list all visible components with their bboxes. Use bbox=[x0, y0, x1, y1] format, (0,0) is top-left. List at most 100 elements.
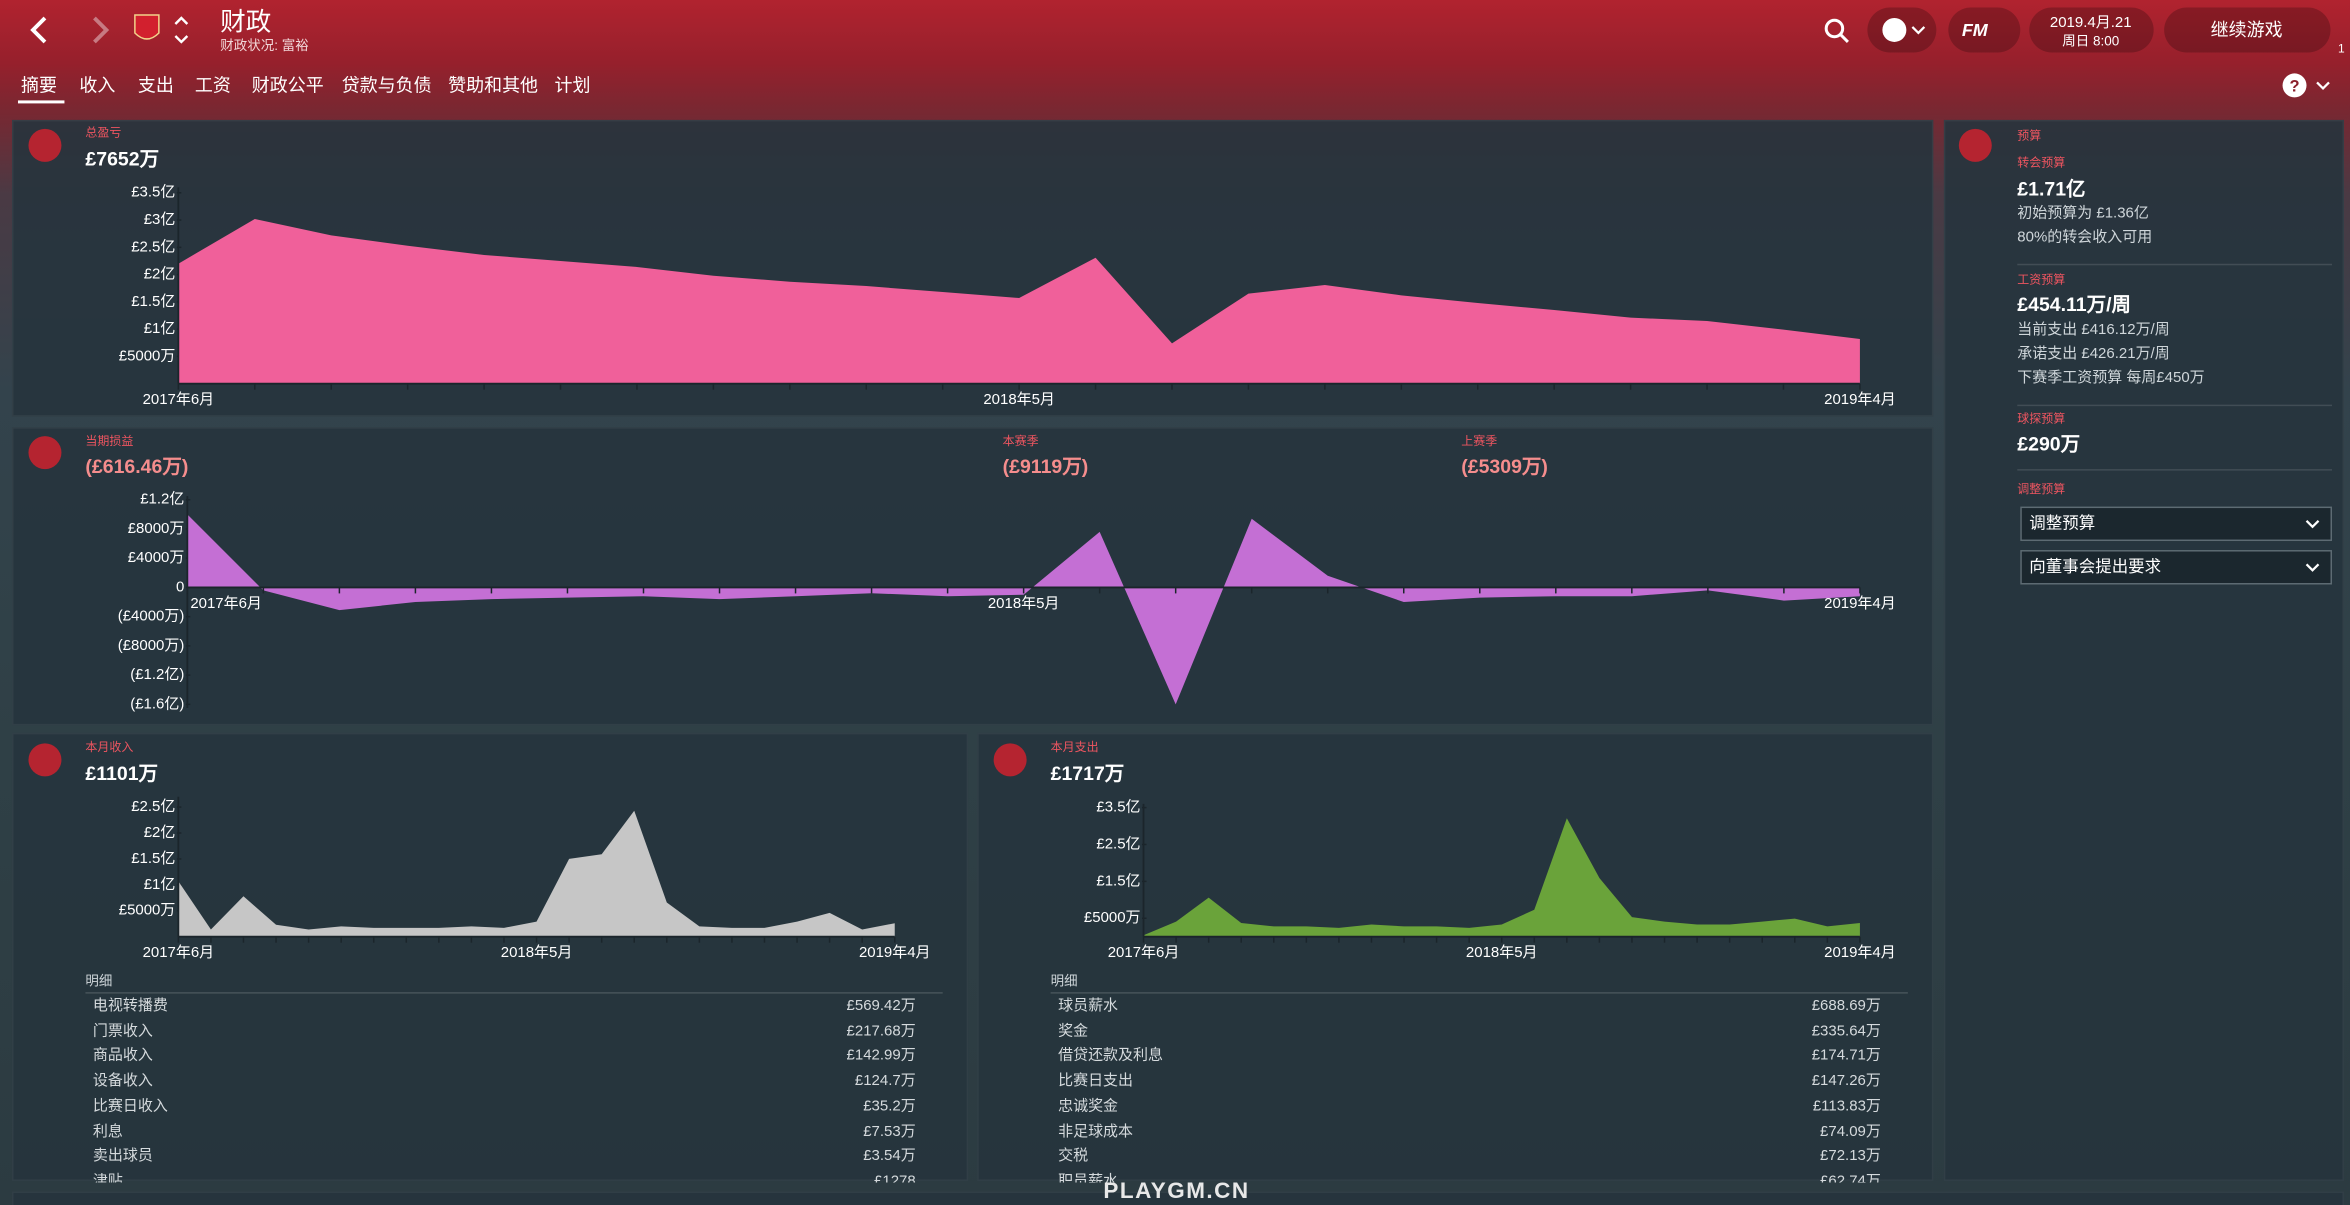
summary-value: (£9119万) bbox=[1002, 454, 1089, 478]
panel-label: 本月支出 bbox=[1050, 740, 1099, 754]
budget-label: 球探预算 bbox=[2017, 412, 2066, 426]
detail-value: £72.13万 bbox=[1820, 1148, 1881, 1165]
tab[interactable]: 工资 bbox=[194, 74, 231, 96]
detail-value: £147.26万 bbox=[1811, 1073, 1881, 1090]
detail-value: £62.74万 bbox=[1820, 1173, 1881, 1183]
expense-icon bbox=[993, 743, 1027, 777]
club-switch[interactable] bbox=[174, 16, 189, 44]
y-tick-label: £3.5亿 bbox=[1096, 799, 1140, 816]
detail-value: £124.7万 bbox=[854, 1073, 916, 1090]
y-tick-label: £4000万 bbox=[128, 549, 185, 566]
details-title: 明细 bbox=[85, 973, 113, 989]
dropdown-chevron bbox=[2305, 520, 2320, 529]
globe-button[interactable] bbox=[1867, 7, 1937, 53]
separator bbox=[2017, 263, 2333, 266]
expense-panel bbox=[977, 732, 1934, 1181]
budget-label: 工资预算 bbox=[2017, 272, 2066, 287]
detail-label: 比赛日支出 bbox=[1058, 1073, 1134, 1090]
tab[interactable]: 赞助和其他 bbox=[448, 74, 539, 96]
budget-note: 承诺支出 £426.21万/周 bbox=[2017, 346, 2170, 363]
details-table: 球员薪水 £688.69万 奖金 £335.64万 借贷还款及利息 £174.71万 比赛日… bbox=[1050, 992, 1908, 1183]
detail-value: £142.99万 bbox=[846, 1048, 916, 1065]
detail-value: £688.69万 bbox=[1811, 998, 1881, 1015]
date-box bbox=[2029, 7, 2154, 53]
detail-label: 职员薪水 bbox=[1058, 1173, 1119, 1183]
date: 2019.4月.21 bbox=[2049, 14, 2132, 32]
x-tick-label: 2017年6月 bbox=[190, 595, 262, 612]
tab[interactable]: 贷款与负债 bbox=[341, 74, 432, 96]
detail-value: £113.83万 bbox=[1812, 1098, 1881, 1115]
y-tick-label: £5000万 bbox=[119, 902, 176, 919]
panel-label: 当期损益 bbox=[85, 434, 134, 449]
budget-note: 下赛季工资预算 每周£450万 bbox=[2017, 370, 2205, 387]
detail-label: 球员薪水 bbox=[1058, 998, 1119, 1015]
budget-label: 转会预算 bbox=[2017, 155, 2066, 170]
y-tick-label: £2.5亿 bbox=[1096, 835, 1140, 852]
detail-label: 津贴 bbox=[92, 1173, 123, 1183]
help-chevron bbox=[2316, 81, 2330, 91]
area bbox=[1143, 818, 1860, 937]
income-icon bbox=[28, 743, 62, 777]
y-tick-label: £2.5亿 bbox=[131, 238, 175, 255]
search-button[interactable] bbox=[1824, 18, 1845, 39]
detail-label: 交税 bbox=[1058, 1148, 1089, 1165]
detail-label: 商品收入 bbox=[92, 1048, 153, 1065]
panel-label: 总盈亏 bbox=[85, 125, 122, 140]
balance-icon bbox=[28, 128, 62, 162]
detail-label: 卖出球员 bbox=[92, 1148, 153, 1165]
detail-value: £3.54万 bbox=[863, 1148, 916, 1165]
panel-value: (£616.46万) bbox=[85, 454, 189, 478]
fm-label[interactable]: FM bbox=[1961, 19, 1988, 41]
budget-panel bbox=[1943, 119, 2344, 1181]
help-button[interactable] bbox=[2282, 73, 2307, 98]
back-button[interactable] bbox=[30, 16, 47, 44]
panel-value: £1717万 bbox=[1050, 762, 1125, 785]
y-tick-label: £2亿 bbox=[144, 824, 176, 841]
dropdown-label[interactable]: 调整预算 bbox=[2029, 514, 2096, 533]
detail-label: 设备收入 bbox=[92, 1073, 153, 1090]
tab[interactable]: 收入 bbox=[79, 74, 116, 96]
separator bbox=[2017, 404, 2333, 407]
x-tick-label: 2017年6月 bbox=[143, 391, 215, 408]
detail-label: 奖金 bbox=[1058, 1023, 1089, 1040]
tab[interactable]: 计划 bbox=[554, 74, 591, 96]
y-tick-label: £1.2亿 bbox=[140, 491, 184, 508]
continue-label[interactable]: 继续游戏 bbox=[2210, 19, 2283, 41]
budget-note: 当前支出 £416.12万/周 bbox=[2017, 322, 2170, 339]
tab[interactable]: 支出 bbox=[137, 74, 174, 96]
dropdown-label[interactable]: 向董事会提出要求 bbox=[2029, 558, 2162, 577]
x-tick-label: 2018年5月 bbox=[988, 595, 1060, 612]
tab[interactable]: 摘要 bbox=[20, 74, 57, 96]
tab[interactable]: 财政公平 bbox=[251, 74, 324, 96]
y-tick-label: £2亿 bbox=[144, 266, 176, 283]
y-tick-label: £1.5亿 bbox=[131, 850, 175, 867]
budget-icon bbox=[1958, 128, 1992, 162]
income-panel bbox=[11, 732, 969, 1181]
detail-label: 电视转播费 bbox=[92, 998, 168, 1015]
details-title: 明细 bbox=[1050, 973, 1078, 989]
y-tick-label: £5000万 bbox=[1084, 909, 1141, 926]
x-tick-label: 2017年6月 bbox=[1108, 944, 1180, 961]
detail-label: 非足球成本 bbox=[1058, 1123, 1134, 1140]
budget-note: 初始预算为 £1.36亿 bbox=[2017, 205, 2149, 222]
detail-value: £174.71万 bbox=[1811, 1048, 1881, 1065]
page-title: 财政 bbox=[220, 8, 272, 37]
board-request-dropdown[interactable] bbox=[2020, 550, 2333, 585]
budget-value: £1.71亿 bbox=[2017, 177, 2086, 201]
club-crest[interactable] bbox=[134, 14, 160, 40]
summary-label: 上赛季 bbox=[1461, 434, 1498, 449]
budget-label: 调整预算 bbox=[2017, 482, 2066, 497]
y-tick-label: £1亿 bbox=[144, 320, 176, 337]
continue-button[interactable] bbox=[2164, 7, 2331, 53]
profit-loss-panel bbox=[11, 427, 1934, 726]
summary-label: 本赛季 bbox=[1002, 434, 1039, 449]
fm-button[interactable] bbox=[1948, 7, 2021, 53]
adjust-budget-dropdown[interactable] bbox=[2020, 506, 2333, 542]
globe-icon bbox=[1882, 17, 1926, 42]
y-tick-label: (£1.6亿) bbox=[130, 695, 184, 712]
panel-value: £7652万 bbox=[85, 147, 160, 171]
detail-value: £35.2万 bbox=[863, 1098, 916, 1115]
y-tick-label: 0 bbox=[176, 578, 184, 595]
